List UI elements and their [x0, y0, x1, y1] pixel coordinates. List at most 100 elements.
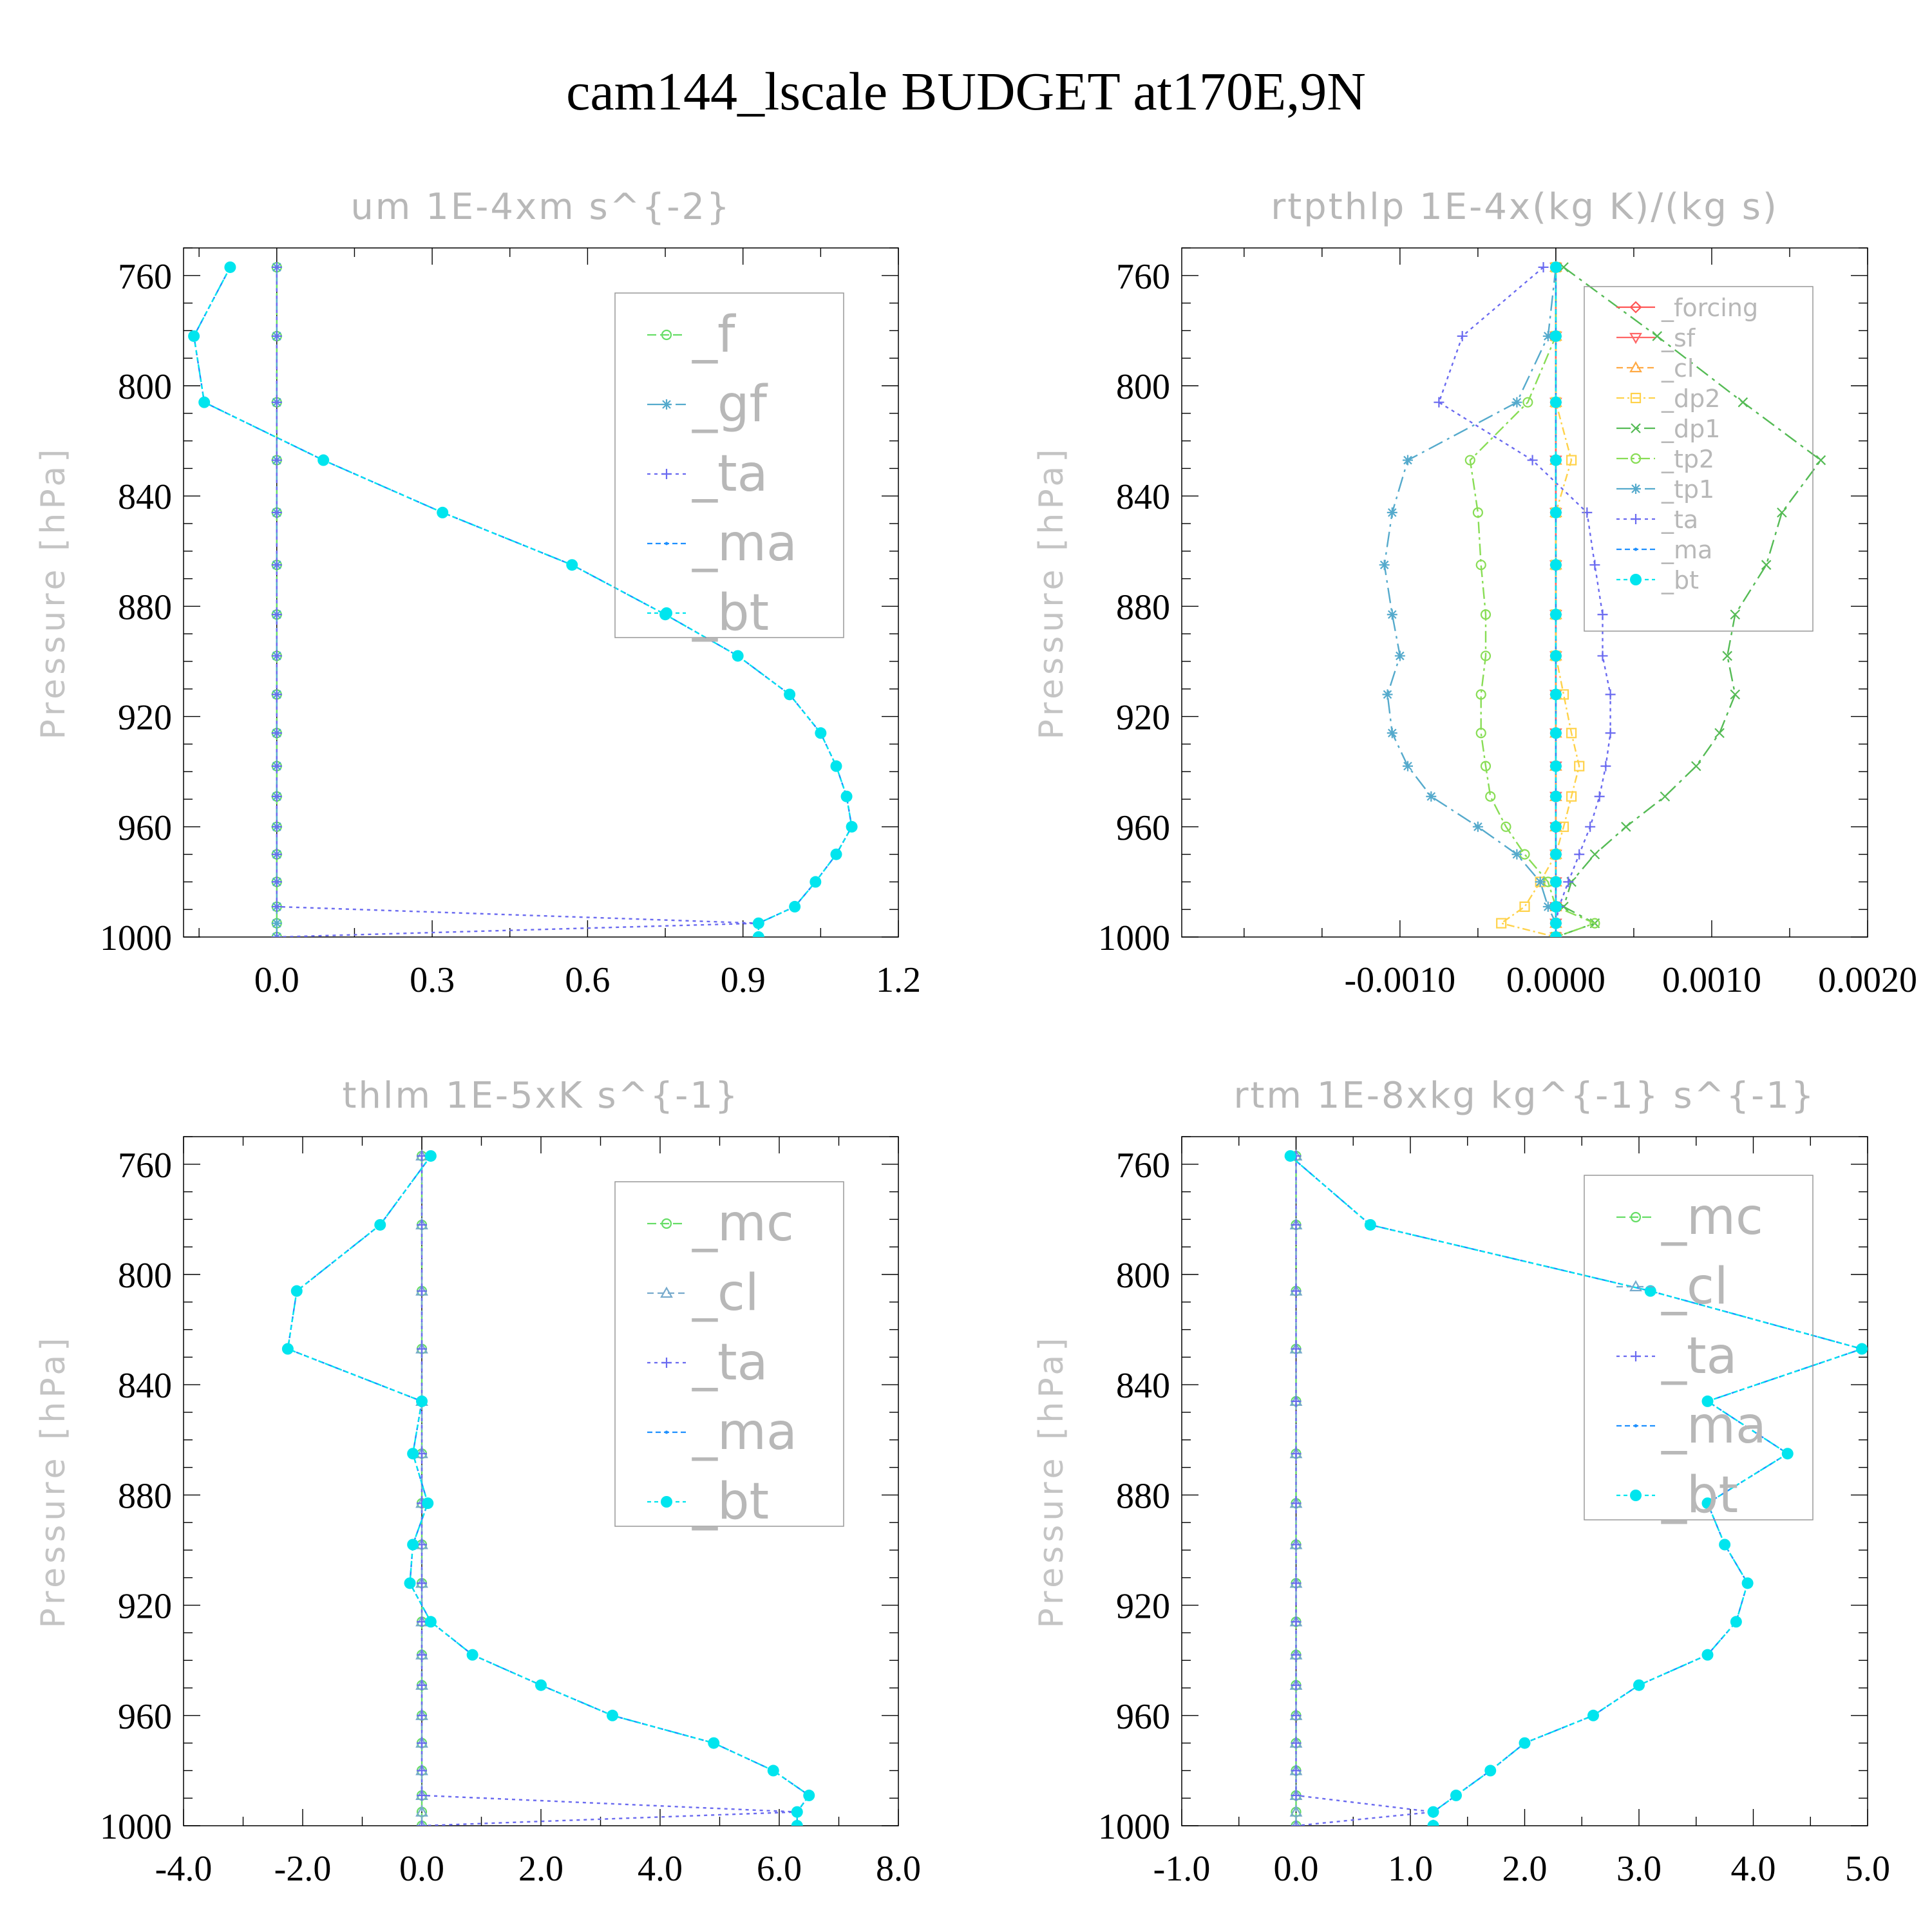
x-tick-label: 2.0: [518, 1849, 564, 1889]
y-tick-label: 800: [1116, 367, 1170, 407]
data-point-bt-2: [198, 396, 211, 408]
legend-entry-gf: _gf: [647, 375, 768, 433]
legend-box: [1584, 1175, 1814, 1520]
data-point-ma-legend: [665, 542, 668, 545]
legend-entry-f: _f: [647, 306, 736, 364]
legend-entry-mc: _mc: [647, 1195, 794, 1253]
data-point-dp2-16: [1496, 918, 1507, 929]
data-point-ta-13: [1574, 849, 1585, 860]
y-axis-label: Pressure [hPa]: [34, 1334, 73, 1629]
data-point-bt-legend: [1630, 1490, 1642, 1501]
data-point-dp1-13: [1589, 849, 1600, 860]
data-point-ta-3: [1291, 1343, 1302, 1354]
data-point-ta-2: [1434, 397, 1444, 408]
legend-label: _forcing: [1661, 294, 1758, 322]
data-point-ta-7: [271, 650, 282, 661]
data-point-bt-7: [407, 1539, 419, 1551]
data-point-bt-5: [407, 1448, 419, 1460]
data-point-bt-3: [281, 1343, 294, 1355]
data-point-bt-14: [767, 1765, 779, 1777]
data-point-bt-14: [1549, 876, 1562, 888]
plot-frame: [1181, 247, 1868, 938]
data-point-ta-9: [1605, 728, 1616, 739]
plot-frame: [183, 247, 899, 938]
legend-entry-cl: _cl: [1616, 1258, 1728, 1316]
legend-entry-tp1: _tp1: [1616, 475, 1714, 504]
data-point-ta-12: [271, 821, 282, 832]
legend-label: _ma: [692, 1403, 797, 1461]
data-point-bt-3: [1856, 1343, 1868, 1355]
legend-label: _bt: [692, 1473, 769, 1531]
legend-entry-cl: _cl: [647, 1264, 759, 1322]
x-tick-label: -4.0: [155, 1849, 213, 1889]
legend-entry-ta: _ta: [1616, 1327, 1737, 1385]
y-tick-label: 760: [118, 1146, 172, 1186]
data-point-tp2-legend: [1630, 453, 1642, 464]
data-point-mc-legend: [1630, 1211, 1642, 1223]
data-point-ta-12: [417, 1710, 427, 1721]
y-tick-label: 920: [118, 698, 172, 738]
data-point-bt-12: [1549, 820, 1562, 833]
data-point-ta-13: [1291, 1738, 1302, 1748]
y-tick-label: 880: [1116, 587, 1170, 627]
data-point-bt-4: [1701, 1395, 1714, 1407]
legend-label: _dp2: [1661, 384, 1720, 413]
data-point-ta-2: [1291, 1285, 1302, 1296]
data-point-bt-1: [1364, 1218, 1376, 1231]
y-tick-label: 1000: [100, 918, 172, 958]
x-tick-label: 3.0: [1616, 1849, 1662, 1889]
legend-label: _f: [692, 306, 736, 364]
legend-label: _mc: [692, 1195, 794, 1253]
y-tick-label: 960: [1116, 1697, 1170, 1737]
data-point-dp2-15: [1519, 901, 1530, 913]
data-point-ta-14: [1563, 876, 1574, 887]
data-point-bt-10: [1701, 1649, 1714, 1661]
y-tick-label: 1000: [1098, 1807, 1170, 1847]
data-point-bt-12: [607, 1709, 618, 1721]
data-point-dp1-8: [1730, 689, 1741, 700]
data-point-bt-17: [1549, 931, 1562, 937]
data-point-bt-6: [1549, 609, 1562, 621]
plot-area: [1284, 1149, 1868, 1826]
data-point-bt-0: [1284, 1150, 1296, 1162]
data-point-tp1-13: [1511, 849, 1522, 860]
data-point-dp1-3: [1815, 455, 1826, 466]
data-point-ta-5: [1589, 560, 1600, 571]
data-point-bt-3: [317, 454, 330, 466]
data-point-ta-11: [1291, 1680, 1302, 1690]
series-tp2: [1464, 261, 1600, 937]
legend-label: _ta: [692, 445, 768, 503]
data-point-bt-17: [752, 931, 764, 937]
x-tick-label: 4.0: [1731, 1849, 1776, 1889]
data-point-cl-16: [415, 1805, 428, 1817]
data-point-ta-10: [417, 1649, 427, 1660]
data-point-bt-1: [1549, 330, 1562, 342]
data-point-dp1-2: [1738, 397, 1748, 408]
data-point-gf-legend: [661, 399, 672, 410]
legend-label: _dp1: [1661, 415, 1720, 443]
data-point-gf-16: [271, 918, 282, 929]
data-point-tp1-9: [1387, 728, 1397, 739]
series-bt: [281, 1150, 815, 1826]
data-point-ta-0: [1538, 261, 1549, 272]
y-tick-label: 960: [1116, 808, 1170, 848]
x-tick-label: 0.0: [1274, 1849, 1319, 1889]
y-tick-label: 760: [118, 257, 172, 297]
data-point-bt-16: [791, 1806, 803, 1818]
data-point-ta-legend: [1631, 1351, 1641, 1361]
data-point-dp1-6: [1730, 609, 1741, 620]
data-point-bt-0: [424, 1150, 437, 1162]
data-point-ta-3: [417, 1343, 427, 1354]
data-point-ta-legend: [661, 469, 672, 479]
legend-entry-forcing: _forcing: [1616, 294, 1758, 322]
data-point-ta-12: [1585, 821, 1596, 832]
data-point-ta-11: [1594, 791, 1605, 802]
legend-label: _ma: [1661, 536, 1712, 564]
legend: _mc _cl _ta _ma _bt: [614, 1181, 844, 1531]
data-point-bt-0: [1549, 261, 1562, 273]
series-line-bt: [287, 1155, 810, 1826]
data-point-bt-7: [1549, 650, 1562, 662]
legend-label: _ma: [692, 515, 797, 573]
series-line-ma: [1289, 1155, 1865, 1826]
legend-label: _tp2: [1661, 445, 1714, 473]
